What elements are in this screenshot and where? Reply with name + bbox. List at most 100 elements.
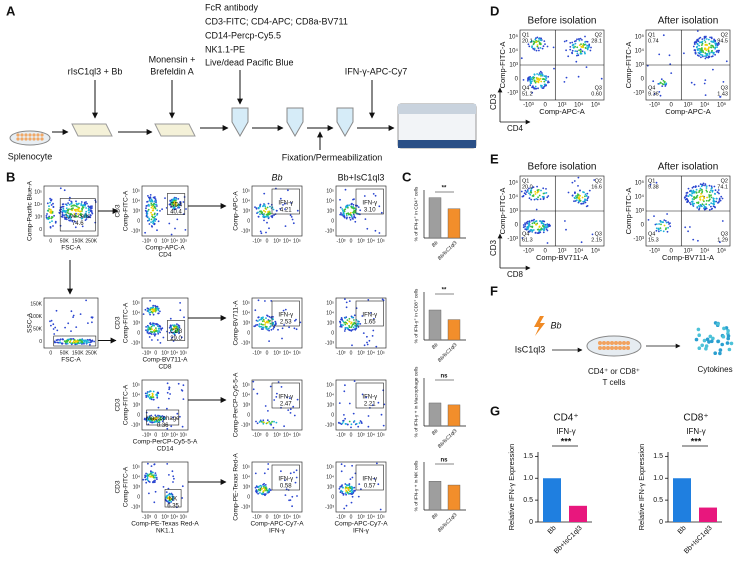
event-dot [357,495,360,498]
event-dot [696,43,699,46]
event-dot [168,222,171,225]
event-dot [710,208,713,211]
event-dot [534,231,537,234]
event-dot [522,79,525,81]
event-dot [360,488,362,490]
tick-label: -10³ [241,340,250,346]
tick-label: 10⁴ [509,194,519,201]
event-dot [70,330,72,332]
event-dot [47,218,50,221]
cell [602,346,606,350]
event-dot [537,40,540,42]
event-dot [176,323,178,325]
event-dot [350,211,352,214]
gate-label: IFN-γ [278,200,293,206]
event-dot [708,184,711,187]
event-dot [343,507,346,510]
event-dot [257,211,259,214]
event-dot [702,182,705,185]
plot-title: After isolation [658,16,719,27]
gate [164,489,182,508]
event-dot [66,211,69,214]
panel-label: C [402,169,412,184]
plot-title: Before isolation [528,16,597,27]
event-dot [81,208,84,211]
event-dot [355,323,358,326]
event-dot [533,47,536,50]
tick-label: 10⁵ [132,188,140,194]
quadrant-name: Q3 [595,85,602,91]
tick-label: 10⁵ [180,432,188,438]
event-dot [524,223,527,226]
event-dot [683,52,685,55]
event-dot [269,205,271,208]
event-dot [265,493,267,495]
event-dot [55,309,58,312]
tick-label: 10⁴ [283,350,291,356]
cytokine [716,322,720,326]
event-dot [659,220,662,223]
event-dot [145,207,147,210]
event-dot [701,54,703,56]
event-dot [147,462,149,465]
event-dot [563,40,566,43]
gate-label: CD4 [170,203,183,209]
event-dot [545,228,548,231]
event-dot [144,478,147,481]
event-dot [538,41,541,44]
event-dot [546,229,549,232]
tick-label: 10⁵ [180,238,188,244]
event-dot [346,216,348,219]
tick-label: 0 [515,77,519,83]
event-dot [162,486,165,488]
event-dot [277,328,279,331]
event-dot [50,324,52,327]
tick-label: 10⁵ [326,382,334,388]
event-dot [54,326,57,329]
event-dot [344,317,347,319]
event-dot [357,320,359,322]
event-dot [266,419,269,422]
cytometer-top [398,104,476,114]
event-dot [696,201,698,204]
event-dot [712,202,715,205]
event-dot [172,475,175,478]
cell [36,133,40,137]
event-dot [708,52,711,55]
event-dot [529,193,532,196]
event-dot [528,192,530,195]
event-dot [184,229,187,231]
event-dot [289,412,292,414]
event-dot [703,82,706,85]
event-dot [75,326,78,328]
tick-label: 10⁵ [717,248,727,255]
quadrant-name: Q4 [522,231,529,237]
event-dot [545,192,548,194]
event-dot [537,228,540,231]
event-dot [50,319,53,322]
tick-label: 0 [670,103,674,109]
event-dot [587,196,590,198]
tick-label: 10⁴ [242,310,250,316]
event-dot [56,339,59,341]
tick-label: 0 [154,238,157,244]
tick-label: -10³ [253,514,262,520]
gate-label: CD8 [170,329,183,335]
event-dot [263,421,265,424]
tick-label: 0 [350,238,353,244]
event-dot [59,187,62,190]
event-dot [340,470,343,473]
event-dot [582,43,585,45]
event-dot [161,420,164,423]
event-dot [292,222,295,225]
event-dot [291,505,293,508]
event-dot [542,231,545,234]
tick-label: -10³ [142,432,151,438]
event-dot [578,49,580,52]
event-dot [705,203,708,206]
event-dot [176,218,179,221]
event-dot [295,318,297,321]
event-dot [524,222,526,225]
event-dot [69,340,72,343]
event-dot [340,489,342,492]
